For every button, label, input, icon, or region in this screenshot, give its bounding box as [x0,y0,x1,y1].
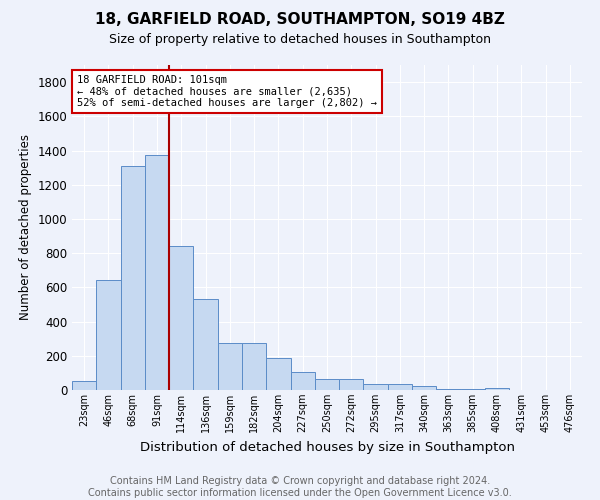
Bar [315,379,339,390]
Bar [388,384,412,390]
Bar [364,384,388,390]
Text: Size of property relative to detached houses in Southampton: Size of property relative to detached ho… [109,32,491,46]
Bar [193,300,218,390]
Bar [461,388,485,390]
Bar [290,372,315,390]
Bar [412,386,436,390]
Y-axis label: Number of detached properties: Number of detached properties [19,134,32,320]
Text: 18 GARFIELD ROAD: 101sqm
← 48% of detached houses are smaller (2,635)
52% of sem: 18 GARFIELD ROAD: 101sqm ← 48% of detach… [77,74,377,108]
Bar [266,358,290,390]
Bar [242,343,266,390]
X-axis label: Distribution of detached houses by size in Southampton: Distribution of detached houses by size … [139,440,515,454]
Bar [121,166,145,390]
Bar [485,388,509,390]
Bar [169,246,193,390]
Text: 18, GARFIELD ROAD, SOUTHAMPTON, SO19 4BZ: 18, GARFIELD ROAD, SOUTHAMPTON, SO19 4BZ [95,12,505,28]
Bar [72,380,96,390]
Text: Contains HM Land Registry data © Crown copyright and database right 2024.
Contai: Contains HM Land Registry data © Crown c… [88,476,512,498]
Bar [339,379,364,390]
Bar [145,155,169,390]
Bar [96,280,121,390]
Bar [436,388,461,390]
Bar [218,343,242,390]
